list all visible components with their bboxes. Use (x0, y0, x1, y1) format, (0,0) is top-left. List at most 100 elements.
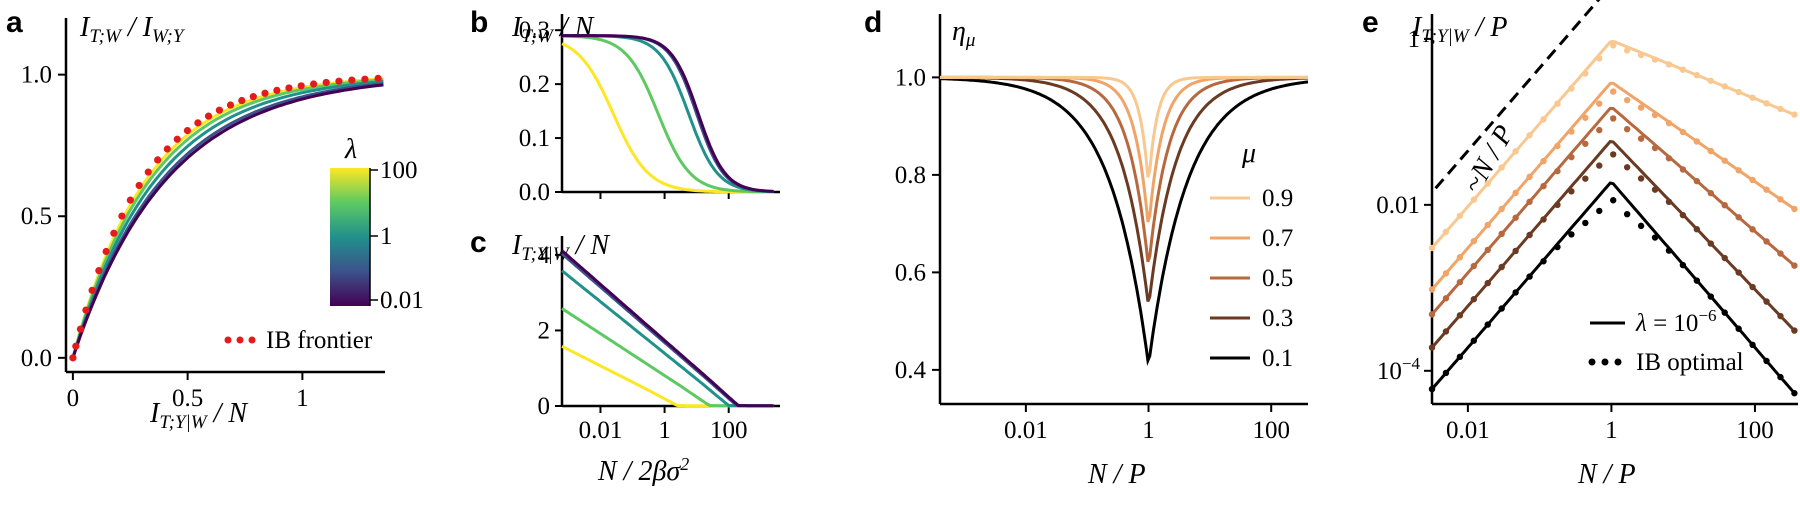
ib-point-μ = 0.1 (1428, 385, 1436, 393)
ib-frontier-point (261, 89, 269, 97)
ib-point-μ = 0.9 (1777, 105, 1784, 113)
ib-frontier-point (102, 247, 110, 256)
ib-point-μ = 0.7 (1596, 100, 1603, 107)
panel-b-ticks: 0.0 0.1 0.2 0.3 (519, 17, 730, 206)
panel-d-legend-title: μ (1241, 138, 1256, 169)
legend-ib-frontier: IB frontier (266, 327, 373, 354)
ib-point-μ = 0.1 (1721, 309, 1728, 316)
panel-e: e IT;Y|W / P 10−4 0.01 1 0.01 1 100 ~N / P λ … (1362, 0, 1798, 490)
ib-point-μ = 0.9 (1526, 132, 1533, 139)
ib-point-μ = 0.9 (1540, 116, 1547, 123)
ib-point-μ = 0.1 (1707, 293, 1714, 300)
curve-λ = 1 (561, 269, 774, 408)
y-tick-label: 1.0 (895, 64, 926, 91)
ib-point-μ = 0.1 (1735, 325, 1742, 332)
y-tick-label: 1 (1408, 26, 1421, 53)
ib-point-μ = 0.9 (1735, 88, 1742, 96)
ib-frontier-point (194, 119, 202, 127)
ib-point-μ = 0.5 (1777, 250, 1784, 257)
ib-point-μ = 0.5 (1442, 295, 1450, 302)
y-tick-label: 0 (538, 393, 551, 420)
ib-point-μ = 0.7 (1749, 176, 1756, 184)
colorbar-tick-label: 0.01 (380, 287, 424, 314)
ib-point-μ = 0.3 (1763, 298, 1770, 305)
curve-λ = 0.1 (562, 34, 774, 193)
ib-point-μ = 0.1 (1665, 247, 1673, 254)
ib-point-μ = 0.1 (1693, 277, 1701, 284)
y-tick-label: 0.6 (895, 259, 926, 286)
ib-point-μ = 0.3 (1735, 269, 1742, 276)
ib-point-μ = 0.5 (1623, 126, 1631, 133)
curve-λ = 0.1 (71, 82, 384, 359)
ib-point-μ = 0.9 (1665, 61, 1673, 68)
ib-point-μ = 0.9 (1721, 83, 1728, 90)
curve-λ = 0.01 (561, 249, 774, 408)
panel-c-title: IT;Y|W / N (511, 230, 610, 265)
x-tick-label: 0 (67, 385, 80, 412)
ib-point-μ = 0.1 (1456, 353, 1464, 361)
y-tick-label: 0.0 (519, 179, 550, 206)
panel-d: d ημ 0.4 0.6 0.8 1.0 0.01 1 100 μ 0.9 0.7 0.5 0.3… (864, 6, 1309, 490)
ib-frontier-point (204, 112, 213, 120)
panel-e-reference-label: ~N / P (1457, 120, 1520, 198)
ib-point-μ = 0.3 (1456, 312, 1464, 319)
ib-point-μ = 0.1 (1442, 369, 1450, 377)
legend-label-mu-0.7: 0.7 (1262, 225, 1293, 252)
ib-point-μ = 0.3 (1470, 296, 1478, 303)
ib-point-μ = 0.3 (1596, 162, 1603, 169)
ib-point-μ = 0.5 (1596, 126, 1603, 134)
panel-d-legend: 0.9 0.7 0.5 0.3 0.1 (1210, 185, 1293, 372)
ib-point-μ = 0.3 (1582, 175, 1589, 182)
colorbar (330, 168, 370, 306)
y-tick-label: 2 (538, 317, 551, 344)
x-tick-label: 1 (658, 417, 671, 444)
ib-frontier-point (374, 74, 382, 82)
ib-point-μ = 0.7 (1582, 114, 1589, 121)
panel-e-title: IT;Y|W / P (1411, 12, 1508, 47)
ib-point-μ = 0.9 (1763, 100, 1770, 107)
ib-point-μ = 0.9 (1512, 148, 1519, 155)
ib-point-μ = 0.9 (1456, 212, 1464, 219)
panel-e-reference-line (1434, 0, 1601, 190)
ib-point-μ = 0.5 (1651, 144, 1659, 152)
ib-point-μ = 0.7 (1665, 119, 1673, 127)
ib-point-μ = 0.5 (1791, 262, 1798, 269)
panel-b-label: b (470, 6, 488, 39)
ib-frontier-point (238, 96, 246, 105)
panel-e-xlabel: N / P (1577, 459, 1636, 490)
y-tick-label: 4 (538, 242, 551, 269)
x-tick-label: 1 (1142, 417, 1155, 444)
ib-point-μ = 0.5 (1610, 115, 1617, 122)
x-tick-label: 1 (296, 385, 309, 412)
y-tick-label: 0.5 (21, 203, 52, 230)
legend-ib-optimal: IB optimal (1636, 349, 1744, 376)
ib-point-μ = 0.7 (1610, 88, 1617, 95)
curve-λ = 0.01 (71, 83, 384, 359)
panel-a: a IT;W / IW;Y 0 0.5 1 0.0 0.5 1.0 λ 100 1 0.0… (6, 6, 424, 433)
ib-point-μ = 0.1 (1568, 231, 1575, 238)
reference-line-n-over-p (1434, 0, 1601, 190)
ib-point-μ = 0.9 (1442, 228, 1450, 236)
ib-point-μ = 0.7 (1512, 189, 1519, 197)
ib-point-μ = 0.3 (1498, 263, 1505, 271)
ib-frontier-point (361, 75, 369, 83)
ib-point-μ = 0.3 (1568, 188, 1575, 195)
ib-point-μ = 0.9 (1568, 85, 1575, 92)
ib-point-μ = 0.1 (1651, 234, 1659, 241)
ib-point-μ = 0.7 (1679, 128, 1687, 136)
ib-point-μ = 0.3 (1484, 279, 1491, 287)
ib-point-μ = 0.5 (1428, 311, 1436, 318)
ib-point-μ = 0.5 (1582, 140, 1589, 147)
ib-point-μ = 0.1 (1623, 210, 1631, 218)
panel-a-title: IT;W / IW;Y (79, 12, 186, 47)
y-tick-label: 10−4 (1377, 354, 1421, 385)
ib-point-μ = 0.3 (1749, 283, 1756, 291)
ib-point-μ = 0.1 (1637, 222, 1645, 230)
ib-point-μ = 0.5 (1637, 135, 1645, 142)
ib-point-μ = 0.1 (1777, 373, 1784, 381)
ib-point-μ = 0.5 (1749, 226, 1756, 233)
ib-point-μ = 0.7 (1554, 142, 1561, 150)
ib-point-μ = 0.5 (1679, 166, 1687, 173)
legend-label-mu-0.5: 0.5 (1262, 265, 1293, 292)
ib-frontier-point (72, 342, 80, 350)
